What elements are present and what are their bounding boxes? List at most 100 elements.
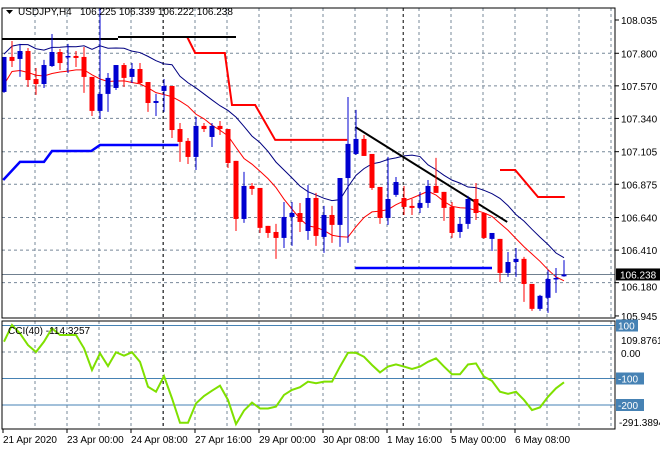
bear-candle-body [185, 140, 191, 157]
time-tick-label: 30 Apr 08:00 [323, 435, 380, 446]
bull-candle-body [153, 100, 159, 103]
price-tick-label: 107.570 [621, 82, 658, 93]
cci-line [3, 323, 565, 427]
bear-candle-body [473, 198, 479, 214]
bear-candle-body [377, 186, 383, 218]
bear-candle-body [401, 197, 407, 207]
bear-candle-body [441, 191, 447, 208]
bear-candle-body [145, 82, 151, 103]
bull-candle-body [193, 125, 199, 157]
bear-candle-body [33, 79, 39, 85]
cci-level-label: -200 [618, 401, 638, 412]
axes: 108.035 107.800 107.570 107.340 107.105 106.8… [2, 16, 660, 446]
bull-candle-body [537, 295, 543, 309]
bear-candle-body [409, 205, 415, 208]
ohlc-readout: 106.225 106.339 106.222 106.238 [80, 7, 233, 18]
bull-candle-body [465, 198, 471, 224]
bear-candle-body [249, 185, 255, 189]
price-tick-label: 106.180 [621, 282, 658, 293]
candles [1, 7, 567, 313]
bull-candle-body [553, 277, 559, 280]
bear-candle-body [481, 213, 487, 238]
bear-candle-body [233, 160, 239, 219]
bear-candle-body [257, 187, 263, 228]
bear-candle-body [225, 129, 231, 164]
time-tick-label: 6 May 08:00 [515, 435, 570, 446]
current-price-badge [616, 268, 660, 281]
support-step-line [2, 143, 179, 181]
triangle-down-icon[interactable] [6, 10, 13, 14]
bull-candle-body [161, 85, 167, 91]
bear-candle-body [433, 185, 439, 193]
bull-candle-body [305, 197, 311, 231]
indicator-overlays [2, 35, 615, 282]
time-tick-label: 23 Apr 00:00 [67, 435, 124, 446]
bear-candle-body [89, 76, 95, 111]
bear-candle-body [57, 52, 63, 64]
cci-level-label: -100 [618, 375, 638, 386]
time-tick-label: 21 Apr 2020 [3, 435, 57, 446]
bull-candle-body [113, 65, 119, 88]
cci-label: CCI(40) -114.3257 [8, 326, 91, 337]
lower-average-line [3, 69, 565, 282]
bear-candle-body [329, 214, 335, 225]
cci-zero-label: 0.00 [621, 349, 641, 360]
bear-candle-body [529, 283, 535, 309]
bull-candle-body [337, 178, 343, 225]
bull-candle-body [505, 261, 511, 273]
bull-candle-body [289, 213, 295, 217]
bull-candle-body [513, 258, 519, 262]
cci-min-label: -291.3894 [619, 418, 660, 429]
time-tick-label: 27 Apr 16:00 [195, 435, 252, 446]
bull-candle-body [425, 185, 431, 203]
time-tick-label: 1 May 16:00 [387, 435, 442, 446]
cci-level-badge [616, 372, 644, 385]
bull-candle-body [129, 68, 135, 77]
price-tick-label: 106.875 [621, 180, 658, 191]
bear-candle-body [9, 56, 15, 61]
time-tick-label: 29 Apr 00:00 [259, 435, 316, 446]
bear-candle-body [169, 85, 175, 131]
bear-candle-body [369, 153, 375, 188]
price-tick-label: 106.410 [621, 246, 658, 257]
bull-candle-body [385, 198, 391, 218]
bull-candle-body [353, 138, 359, 154]
bull-candle-body [241, 185, 247, 219]
cci-level-badge [616, 399, 644, 411]
price-tick-label: 105.945 [621, 312, 658, 323]
bull-candle-body [489, 232, 495, 239]
trend-line [354, 126, 508, 223]
bull-candle-body [1, 56, 7, 92]
bull-candle-body [209, 125, 215, 137]
main-panel-border [1, 7, 616, 319]
bear-candle-body [73, 55, 79, 58]
resistance-step-line [500, 168, 565, 198]
bear-candle-body [521, 258, 527, 284]
bull-candle-body [561, 274, 567, 277]
bull-candle-body [545, 278, 551, 298]
bull-candle-body [105, 77, 111, 94]
bear-candle-body [497, 238, 503, 273]
cci-level-label: 100 [618, 322, 635, 333]
bear-candle-body [201, 125, 207, 130]
cci-panel-border [1, 320, 616, 430]
bull-candle-body [393, 181, 399, 195]
upper-average-line [3, 43, 565, 259]
cci-panel [2, 323, 615, 427]
bear-candle-body [313, 197, 319, 236]
bull-candle-body [417, 202, 423, 208]
price-tick-label: 108.035 [621, 16, 658, 27]
cci-level-badge [616, 319, 638, 332]
bull-candle-body [281, 216, 287, 238]
bear-candle-body [177, 129, 183, 142]
bull-candle-body [345, 143, 351, 179]
price-tick-label: 107.340 [621, 114, 658, 125]
bull-candle-body [49, 52, 55, 67]
time-tick-label: 24 Apr 08:00 [131, 435, 188, 446]
cci-max-label: 109.8761 [621, 336, 660, 347]
bear-candle-body [361, 138, 367, 156]
price-tick-label: 107.105 [621, 148, 658, 159]
price-tick-label: 107.800 [621, 49, 658, 60]
bull-candle-body [457, 223, 463, 232]
